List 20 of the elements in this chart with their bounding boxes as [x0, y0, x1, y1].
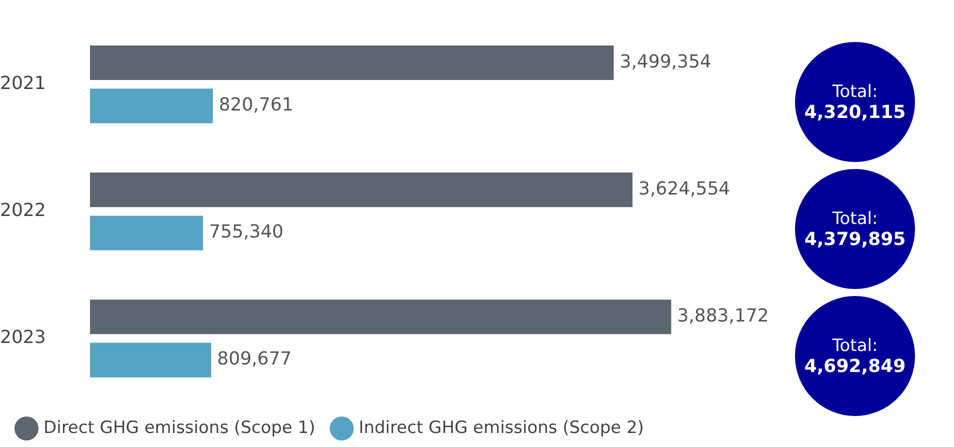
- data-label: 3,499,354: [620, 51, 712, 72]
- text: Total: 4,692,849: [804, 336, 906, 377]
- bar: [90, 342, 212, 378]
- legend-label: Direct GHG emissions (Scope 1): [44, 418, 316, 438]
- y-tick-label: 2023: [0, 327, 46, 348]
- bar: [90, 300, 672, 334]
- bar: [90, 216, 204, 250]
- data-label: 809,677: [217, 348, 292, 370]
- data-label: 755,340: [209, 222, 284, 243]
- bar: [90, 172, 632, 208]
- text: Total: 4,320,115: [804, 82, 906, 123]
- data-label: 3,624,554: [638, 178, 730, 200]
- data-label: 3,883,172: [677, 306, 769, 327]
- y-tick-label: 2021: [0, 73, 46, 94]
- bar: [90, 88, 213, 124]
- data-label: 820,761: [218, 94, 294, 116]
- text: Total: 4,379,895: [804, 208, 906, 250]
- bar: [90, 45, 614, 80]
- legend-label: Indirect GHG emissions (Scope 2): [358, 418, 644, 438]
- y-tick-label: 2022: [0, 200, 46, 222]
